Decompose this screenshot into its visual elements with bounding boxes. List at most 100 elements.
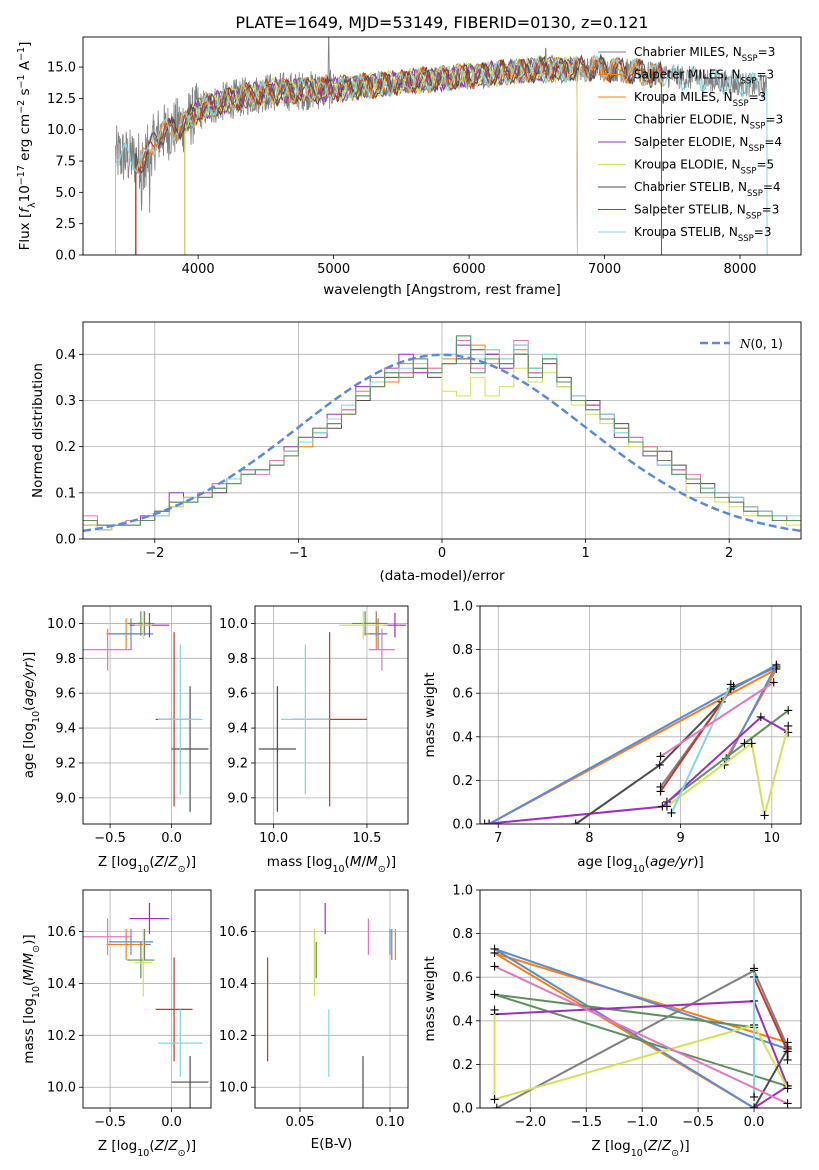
plot-area	[115, 37, 768, 255]
axes-frame	[82, 321, 802, 540]
y-tick-label: 10.2	[219, 1029, 248, 1044]
x-tick-label: −1.5	[570, 1115, 602, 1130]
label-part: λ	[27, 202, 38, 208]
legend-sub: SSP	[748, 144, 764, 154]
y-tick-label: 2.5	[55, 217, 76, 232]
mass-weight-line	[753, 976, 789, 1052]
label-part: −1	[16, 47, 27, 61]
x-tick-label: 7000	[588, 262, 621, 277]
y-tick-label: 0.2	[452, 1058, 473, 1073]
legend-text: Chabrier ELODIE, N	[634, 113, 750, 127]
legend-text: =3	[756, 68, 774, 82]
x-axis-label: age [log10(age/yr)]	[577, 854, 703, 875]
plot-area	[258, 611, 407, 812]
y-tick-label: 9.0	[55, 791, 76, 806]
mass-weight-marker: +	[782, 1097, 793, 1112]
x-tick-label: 6000	[453, 262, 486, 277]
mass-weight-line	[493, 952, 788, 1108]
y-tick-label: 1.0	[452, 884, 473, 899]
mass-weight-marker: +	[654, 758, 665, 773]
label-part: age/yr	[650, 854, 695, 870]
label-part: /	[164, 854, 169, 870]
mass-weight-marker: +	[479, 817, 490, 832]
mass-weight-line	[484, 715, 789, 824]
label-part: /	[657, 1138, 662, 1154]
label-part: 10	[633, 864, 645, 875]
legend-sub: SSP	[738, 234, 754, 244]
x-tick-label: 0	[438, 546, 446, 561]
label-part: ⊙	[178, 864, 186, 875]
label-part: (	[21, 981, 37, 986]
label-part: s	[17, 88, 33, 99]
mass-weight-marker: +	[782, 1081, 793, 1096]
y-tick-label: 10.0	[219, 617, 248, 632]
panel-age_vs_Z: −0.5 0.09.09.29.49.69.810.0Z [log10(Z/Z⊙)…	[21, 605, 212, 875]
y-tick-label: 9.4	[227, 722, 248, 737]
legend-entry: Salpeter MILES, NSSP=3	[634, 68, 774, 87]
panel-spectrum: 4000 5000 6000 7000 8000 0.0 2.5 5.0 7.5 10.0 12.5…	[16, 36, 802, 298]
label-part: 10	[137, 1148, 149, 1159]
legend-entry: Chabrier STELIB, NSSP=4	[634, 180, 781, 199]
axes-frame	[82, 889, 212, 1109]
mass-weight-marker: +	[655, 749, 666, 764]
label-part: Z [log	[98, 854, 137, 870]
mass-weight-marker: +	[749, 1101, 760, 1116]
plot-layer: 4000 5000 6000 7000 80000.02.55.07.510.012.5…	[16, 36, 802, 1159]
label-part: Flux [	[17, 213, 33, 251]
legend-sub: SSP	[750, 122, 766, 132]
mass-weight-marker: +	[484, 817, 495, 832]
mass-weight-marker: +	[666, 806, 677, 821]
panel-mass_vs_EBV: 0.05 0.10 10.0 10.2 10.4 10.6 E(B-V)	[219, 889, 409, 1152]
y-tick-label: 10.0	[47, 123, 76, 138]
mass-weight-marker: +	[746, 736, 757, 751]
legend-entry: N(0, 1)	[739, 337, 783, 351]
legend-text: Salpeter STELIB, N	[634, 203, 746, 217]
mass-weight-marker: +	[783, 719, 794, 734]
mass-weight-line	[659, 688, 732, 792]
y-tick-label: 0.0	[452, 818, 473, 833]
grid-lines	[480, 605, 801, 825]
mass-weight-marker: +	[771, 658, 782, 673]
label-part: ]	[17, 42, 33, 47]
mass-weight-marker: +	[489, 942, 500, 957]
legend-text: Salpeter ELODIE, N	[634, 135, 748, 149]
mass-weight-marker: +	[768, 675, 779, 690]
label-part: ⊙	[178, 1148, 186, 1159]
mass-weight-line	[670, 684, 732, 814]
mass-weight-marker: +	[489, 959, 500, 974]
mass-weight-marker: +	[783, 725, 794, 740]
mass-weight-marker: +	[749, 961, 760, 976]
plot-area	[267, 902, 396, 1108]
legend-text: Kroupa MILES, N	[634, 90, 733, 104]
label-part: ⊙	[378, 864, 386, 875]
mass-weight-marker: +	[749, 1090, 760, 1105]
y-tick-label: 10.6	[47, 925, 76, 940]
y-tick-label: 1.0	[452, 600, 473, 615]
legend-text: =3	[762, 203, 780, 217]
label-part: Z [log	[591, 1138, 630, 1154]
y-tick-label: 0.6	[452, 687, 473, 702]
x-tick-label: 10	[764, 831, 781, 846]
mass-weight-marker: +	[489, 1003, 500, 1018]
plot-area: +++++++++++++++++++++++++++++	[489, 942, 793, 1116]
y-tick-label: 15.0	[47, 61, 76, 76]
label-part: (	[645, 854, 650, 870]
y-axis-label: Flux [fλ10−17 erg cm−2 s−1 A−1]	[16, 42, 38, 251]
label-part: 10	[332, 864, 344, 875]
x-axis-label: Z [log10(Z/Z⊙)]	[98, 1138, 196, 1159]
label-part: age [log	[577, 854, 632, 870]
mass-weight-marker: +	[725, 682, 736, 697]
y-tick-label: 0.2	[452, 774, 473, 789]
label-part: 10	[137, 864, 149, 875]
label-part: mass [log	[21, 998, 37, 1064]
y-tick-label: 5.0	[55, 186, 76, 201]
label-part: 10	[631, 1148, 643, 1159]
y-tick-label: 10.0	[47, 617, 76, 632]
mass-weight-marker: +	[782, 1053, 793, 1068]
mass-weight-marker: +	[749, 1101, 760, 1116]
plot-area	[83, 611, 209, 812]
x-tick-label: −2.0	[515, 1115, 547, 1130]
x-tick-label: 9	[676, 831, 684, 846]
legend-text: =4	[764, 135, 782, 149]
